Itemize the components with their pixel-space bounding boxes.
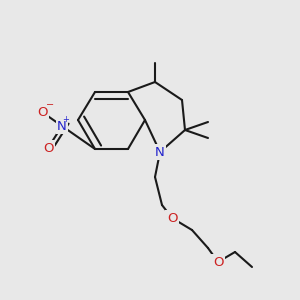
Text: N: N: [57, 119, 67, 133]
Text: O: O: [43, 142, 53, 154]
Text: O: O: [37, 106, 47, 118]
Text: +: +: [63, 115, 69, 124]
Text: O: O: [213, 256, 223, 268]
Text: −: −: [46, 100, 54, 110]
Text: N: N: [155, 146, 165, 158]
Text: O: O: [167, 212, 177, 224]
